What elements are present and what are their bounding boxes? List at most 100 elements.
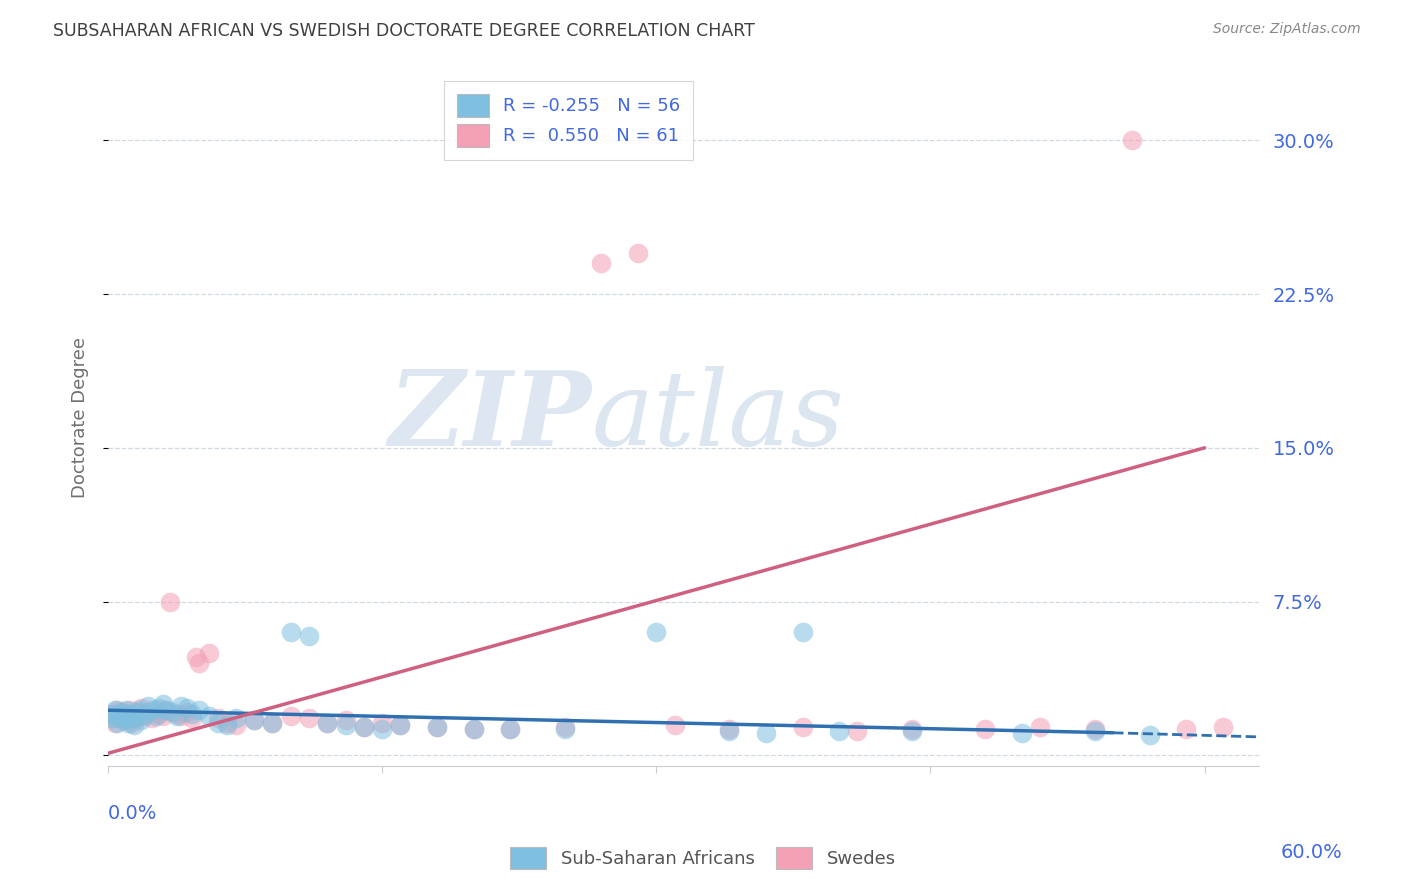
Point xyxy=(499,722,522,736)
Point xyxy=(121,711,143,725)
Point xyxy=(188,703,211,717)
Text: SUBSAHARAN AFRICAN VS SWEDISH DOCTORATE DEGREE CORRELATION CHART: SUBSAHARAN AFRICAN VS SWEDISH DOCTORATE … xyxy=(53,22,755,40)
Point xyxy=(104,715,127,730)
Point xyxy=(718,723,741,738)
Point xyxy=(389,717,412,731)
Point xyxy=(1011,726,1033,740)
Point xyxy=(159,594,181,608)
Point xyxy=(184,649,207,664)
Point xyxy=(145,703,167,717)
Point xyxy=(127,706,149,720)
Point xyxy=(110,706,132,720)
Point xyxy=(155,703,177,717)
Text: ZIP: ZIP xyxy=(388,367,592,467)
Point xyxy=(122,707,145,722)
Point xyxy=(110,709,132,723)
Point xyxy=(166,709,188,723)
Point xyxy=(554,722,576,736)
Point xyxy=(207,715,229,730)
Point xyxy=(353,720,375,734)
Point xyxy=(197,709,219,723)
Point xyxy=(176,701,198,715)
Point xyxy=(115,703,138,717)
Point xyxy=(389,717,412,731)
Point xyxy=(225,711,247,725)
Point xyxy=(121,715,143,730)
Point xyxy=(463,722,485,736)
Point xyxy=(188,656,211,670)
Point xyxy=(298,629,321,643)
Point xyxy=(181,707,204,722)
Point xyxy=(103,707,125,722)
Point xyxy=(1212,720,1234,734)
Point xyxy=(645,625,668,640)
Point xyxy=(145,709,167,723)
Point xyxy=(1121,133,1143,147)
Point xyxy=(118,703,141,717)
Point xyxy=(280,625,302,640)
Point xyxy=(181,711,204,725)
Text: 0.0%: 0.0% xyxy=(108,805,157,823)
Point xyxy=(103,711,125,725)
Point xyxy=(170,699,193,714)
Point xyxy=(627,246,650,260)
Point xyxy=(353,720,375,734)
Point xyxy=(114,714,136,728)
Point xyxy=(792,720,814,734)
Point xyxy=(134,707,156,722)
Point xyxy=(215,717,238,731)
Point xyxy=(298,711,321,725)
Point xyxy=(197,646,219,660)
Point xyxy=(118,707,141,722)
Legend: Sub-Saharan Africans, Swedes: Sub-Saharan Africans, Swedes xyxy=(503,839,903,876)
Point xyxy=(243,714,266,728)
Point xyxy=(148,707,170,722)
Point xyxy=(243,714,266,728)
Point xyxy=(335,717,357,731)
Point xyxy=(316,715,339,730)
Point xyxy=(846,723,869,738)
Point xyxy=(335,714,357,728)
Point xyxy=(207,711,229,725)
Point xyxy=(1084,723,1107,738)
Point xyxy=(111,706,134,720)
Point xyxy=(117,715,139,730)
Point xyxy=(134,709,156,723)
Point xyxy=(426,720,449,734)
Point xyxy=(122,717,145,731)
Point xyxy=(316,715,339,730)
Text: 60.0%: 60.0% xyxy=(1281,843,1343,862)
Point xyxy=(901,722,924,736)
Point xyxy=(105,703,128,717)
Point xyxy=(117,711,139,725)
Point xyxy=(755,726,778,740)
Point xyxy=(718,722,741,736)
Point xyxy=(974,722,997,736)
Point xyxy=(792,625,814,640)
Point xyxy=(499,722,522,736)
Point xyxy=(828,723,851,738)
Point xyxy=(136,706,159,720)
Point xyxy=(1139,728,1161,742)
Point xyxy=(124,711,146,725)
Text: atlas: atlas xyxy=(592,367,845,467)
Point xyxy=(463,722,485,736)
Point xyxy=(160,706,183,720)
Point xyxy=(129,701,152,715)
Point xyxy=(371,722,394,736)
Point xyxy=(128,709,150,723)
Point xyxy=(1175,722,1198,736)
Point xyxy=(100,707,122,722)
Point xyxy=(127,709,149,723)
Point xyxy=(104,703,127,717)
Point xyxy=(155,703,177,717)
Point xyxy=(100,711,122,725)
Point xyxy=(124,706,146,720)
Y-axis label: Doctorate Degree: Doctorate Degree xyxy=(72,336,89,498)
Point xyxy=(262,715,284,730)
Point xyxy=(166,707,188,722)
Point xyxy=(136,699,159,714)
Point xyxy=(128,703,150,717)
Point xyxy=(1084,722,1107,736)
Point xyxy=(262,715,284,730)
